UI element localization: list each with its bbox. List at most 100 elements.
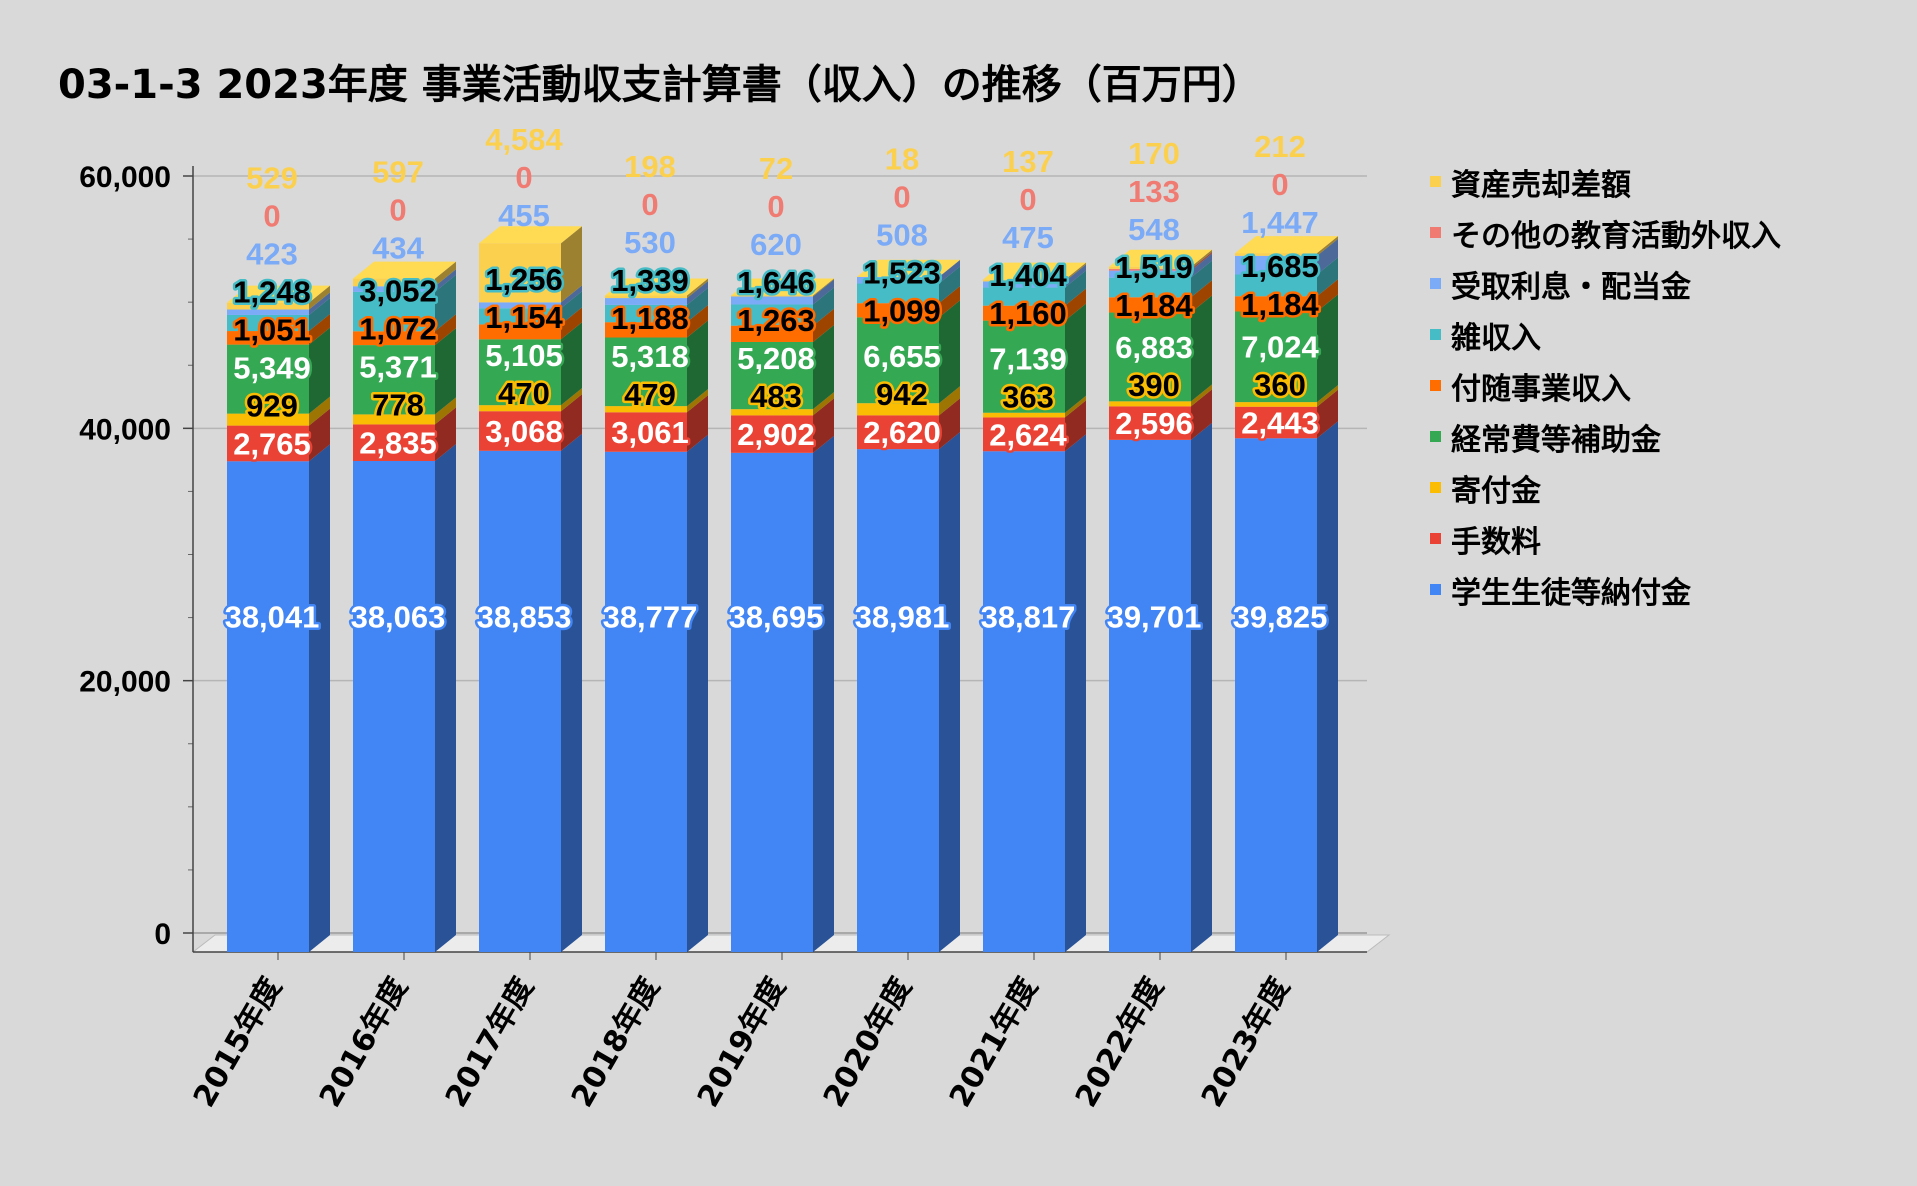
data-label: 1,519 bbox=[1115, 250, 1193, 285]
bar-segment bbox=[605, 295, 687, 299]
bar-segment-side bbox=[1191, 260, 1212, 298]
bar-segment-side bbox=[561, 394, 582, 451]
legend-item: 雑収入 bbox=[1430, 309, 1781, 360]
legend-label: 学生生徒等納付金 bbox=[1451, 575, 1691, 611]
bar-segment bbox=[983, 279, 1065, 282]
data-label: 1,523 bbox=[863, 255, 941, 290]
bar-segment bbox=[983, 451, 1065, 952]
bar-segment bbox=[731, 325, 813, 342]
bar-segment-side bbox=[1191, 253, 1212, 278]
bar-segment bbox=[1109, 270, 1191, 278]
legend-swatch bbox=[1430, 380, 1441, 391]
bar-segment bbox=[731, 415, 813, 453]
bar-segment bbox=[227, 425, 309, 462]
legend-item: 寄付金 bbox=[1430, 462, 1781, 513]
bar-segment-side bbox=[1317, 385, 1338, 407]
bar-segment bbox=[227, 413, 309, 426]
bar-segment-side bbox=[1191, 389, 1212, 440]
bar-segment bbox=[479, 405, 561, 412]
data-label: 530 bbox=[624, 225, 676, 260]
legend-label: 付随事業収入 bbox=[1451, 371, 1631, 407]
bar-segment bbox=[1235, 296, 1317, 312]
bar-segment bbox=[731, 409, 813, 416]
data-label: 0 bbox=[515, 160, 532, 195]
data-label: 5,208 bbox=[737, 341, 815, 376]
data-label: 1,154 bbox=[485, 300, 563, 335]
bar-segment bbox=[983, 287, 1065, 306]
data-label: 1,188 bbox=[611, 301, 689, 336]
data-label: 1,072 bbox=[359, 312, 437, 347]
bar-segment-side bbox=[939, 286, 960, 318]
bar-segment-side bbox=[435, 397, 456, 425]
bar-segment bbox=[353, 414, 435, 425]
bar-segment bbox=[731, 296, 813, 305]
bar-segment bbox=[479, 243, 561, 303]
bar-segment-side bbox=[309, 285, 330, 310]
legend-swatch bbox=[1430, 278, 1441, 289]
data-label: 0 bbox=[263, 198, 280, 233]
data-label: 423 bbox=[246, 236, 298, 271]
data-label: 5,105 bbox=[485, 338, 563, 373]
bar-segment bbox=[479, 308, 561, 325]
bar-top bbox=[1235, 236, 1338, 254]
data-label: 508 bbox=[876, 217, 928, 252]
bar-segment-side bbox=[561, 285, 582, 309]
data-label: 778 bbox=[372, 388, 424, 423]
data-label: 483 bbox=[750, 379, 802, 414]
data-label: 1,099 bbox=[863, 293, 941, 328]
bar-segment-side bbox=[309, 327, 330, 414]
bar-segment-side bbox=[435, 328, 456, 415]
data-label: 529 bbox=[246, 160, 298, 195]
bar-segment bbox=[731, 341, 813, 410]
bar-segment-side bbox=[309, 396, 330, 426]
bar-segment bbox=[353, 424, 435, 461]
bar-segment-side bbox=[1065, 303, 1086, 413]
bar-segment-side bbox=[939, 266, 960, 304]
bar-segment bbox=[983, 412, 1065, 418]
data-label: 6,655 bbox=[863, 339, 941, 374]
bar-segment-side bbox=[309, 297, 330, 332]
data-label: 1,339 bbox=[611, 263, 689, 298]
bar-segment bbox=[983, 320, 1065, 413]
data-label: 2,765 bbox=[233, 426, 311, 461]
y-tick-label: 60,000 bbox=[79, 161, 171, 194]
bar-segment bbox=[479, 324, 561, 340]
bar-segment-side bbox=[1317, 257, 1338, 297]
bar-segment bbox=[605, 304, 687, 323]
data-label: 1,685 bbox=[1241, 249, 1319, 284]
bar-segment-side bbox=[1065, 288, 1086, 321]
bar-segment bbox=[731, 295, 813, 297]
bar-segment bbox=[1109, 401, 1191, 407]
bar-top bbox=[1109, 249, 1212, 267]
legend-label: 雑収入 bbox=[1451, 320, 1541, 356]
bar-segment bbox=[1235, 311, 1317, 403]
data-label: 5,349 bbox=[233, 350, 311, 385]
bar-segment-side bbox=[1065, 262, 1086, 282]
bar-segment bbox=[353, 278, 435, 287]
bar-segment bbox=[479, 302, 561, 309]
legend-label: 手数料 bbox=[1451, 524, 1541, 560]
data-label: 1,646 bbox=[737, 265, 815, 300]
bar-top bbox=[479, 226, 582, 244]
bar-segment-side bbox=[561, 226, 582, 303]
data-label: 198 bbox=[624, 149, 676, 184]
bar-segment-side bbox=[1191, 280, 1212, 313]
bar-segment bbox=[1235, 255, 1317, 275]
data-label: 0 bbox=[1271, 167, 1288, 202]
bar-segment-side bbox=[561, 433, 582, 953]
data-label: 1,404 bbox=[989, 258, 1067, 293]
bar-segment-side bbox=[939, 259, 960, 277]
legend-swatch bbox=[1430, 431, 1441, 442]
bar-top bbox=[227, 285, 330, 303]
x-tick-label: 2019年度 bbox=[691, 972, 793, 1114]
bar-segment bbox=[1109, 266, 1191, 269]
data-label: 0 bbox=[389, 193, 406, 228]
data-label: 38,695 bbox=[729, 600, 824, 635]
data-label: 38,981 bbox=[855, 600, 950, 635]
data-label: 1,256 bbox=[485, 262, 563, 297]
data-label: 475 bbox=[1002, 220, 1054, 255]
data-label: 212 bbox=[1254, 129, 1306, 164]
data-label: 38,063 bbox=[351, 600, 446, 635]
bar-top bbox=[731, 278, 834, 296]
bar-segment bbox=[857, 283, 939, 304]
